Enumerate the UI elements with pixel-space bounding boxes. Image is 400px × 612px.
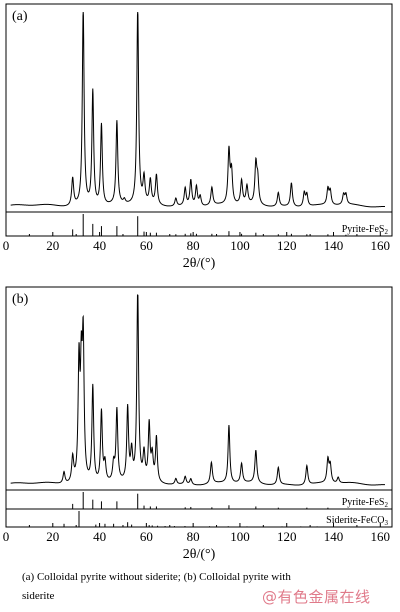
x-tick-label: 60 [140, 529, 153, 544]
x-tick-label: 120 [277, 238, 297, 253]
x-tick-label: 40 [93, 238, 106, 253]
x-tick-label: 160 [371, 238, 391, 253]
x-tick-label: 20 [46, 238, 59, 253]
diffraction-pattern-line [10, 294, 385, 486]
x-tick-label: 100 [230, 238, 250, 253]
reference-label: Siderite-FeCO3 [326, 515, 388, 527]
x-tick-label: 0 [3, 529, 10, 544]
watermark: @有色金属在线 [262, 588, 371, 606]
x-axis-label: 2θ/(°) [183, 256, 216, 271]
reference-label: Pyrite-FeS2 [342, 497, 389, 509]
xrd-panel-b: (b) Pyrite-FeS2 Siderite-FeCO3 0 20 40 60 80 100… [3, 286, 393, 562]
x-tick-label: 40 [93, 529, 106, 544]
caption-line-1: (a) Colloidal pyrite without siderite; (… [22, 571, 291, 583]
x-axis-label: 2θ/(°) [183, 547, 216, 562]
x-tick-label: 0 [3, 238, 10, 253]
x-tick-label: 100 [230, 529, 250, 544]
panel-label: (b) [12, 292, 29, 307]
diffraction-pattern-line [10, 11, 385, 208]
x-tick-label: 80 [187, 529, 200, 544]
x-tick-label: 80 [187, 238, 200, 253]
figure-caption: (a) Colloidal pyrite without siderite; (… [22, 568, 382, 606]
plot-frame [5, 3, 393, 237]
caption-line-2: siderite [22, 590, 55, 602]
x-tick-label: 140 [324, 529, 344, 544]
x-tick-label: 20 [46, 529, 59, 544]
reference-label: Pyrite-FeS2 [342, 224, 389, 236]
x-tick-label: 60 [140, 238, 153, 253]
plot-frame [5, 286, 393, 528]
panel-label: (a) [12, 9, 28, 24]
x-tick-label: 120 [277, 529, 297, 544]
xrd-panel-a: (a) Pyrite-FeS2 0 20 40 60 80 100 120 140 160 2θ/(°… [3, 3, 393, 271]
x-tick-label: 160 [371, 529, 391, 544]
x-tick-label: 140 [324, 238, 344, 253]
